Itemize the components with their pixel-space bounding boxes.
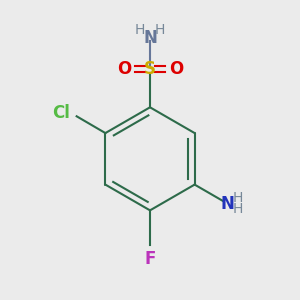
Text: H: H: [232, 191, 243, 206]
Text: H: H: [232, 202, 243, 216]
Text: N: N: [143, 28, 157, 46]
Text: N: N: [221, 195, 235, 213]
Text: S: S: [144, 60, 156, 78]
Text: H: H: [154, 23, 165, 37]
Text: Cl: Cl: [52, 104, 70, 122]
Text: F: F: [144, 250, 156, 268]
Text: O: O: [169, 60, 183, 78]
Text: H: H: [135, 23, 146, 37]
Text: O: O: [117, 60, 131, 78]
